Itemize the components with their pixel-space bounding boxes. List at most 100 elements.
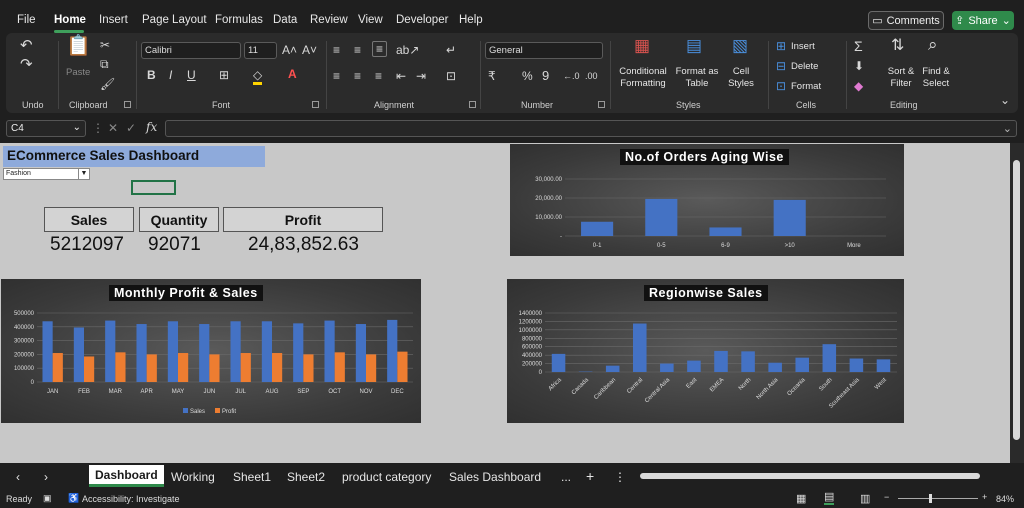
format-as-table-icon[interactable]: ▤ (686, 36, 703, 55)
autosum-icon[interactable]: Σ (854, 38, 863, 54)
sheet-tab-working[interactable]: Working (171, 470, 215, 484)
add-sheet-icon[interactable]: + (586, 468, 595, 484)
sheet-tab-sheet2[interactable]: Sheet2 (287, 470, 326, 484)
find-select-label[interactable]: Find & (922, 66, 950, 77)
insert-function-icon[interactable]: fx (146, 120, 158, 134)
font-size-select[interactable]: 11 (244, 42, 277, 59)
formula-input[interactable]: ⌄ (165, 120, 1017, 137)
format-as-table-label-2[interactable]: Table (685, 78, 709, 89)
zoom-in-icon[interactable]: + (982, 492, 988, 502)
tab-page-layout[interactable]: Page Layout (142, 14, 207, 26)
merge-center-icon[interactable]: ⊡ (446, 69, 457, 83)
paste-icon[interactable]: 📋 (66, 35, 91, 57)
increase-decimal-icon[interactable]: ←.0 (563, 71, 580, 81)
increase-indent-icon[interactable]: ⇥ (416, 69, 427, 83)
underline-icon[interactable]: U (187, 68, 196, 82)
format-painter-icon[interactable]: 🖌 (100, 77, 116, 91)
tab-developer[interactable]: Developer (396, 14, 449, 26)
category-filter-dropdown[interactable]: Fashion ▼ (3, 168, 90, 180)
italic-icon[interactable]: I (169, 68, 173, 82)
enter-icon[interactable]: ✓ (126, 121, 137, 135)
cancel-icon[interactable]: ✕ (108, 121, 119, 135)
tab-file[interactable]: File (17, 14, 36, 26)
tab-formulas[interactable]: Formulas (215, 14, 263, 26)
cell-styles-label[interactable]: Cell (732, 66, 750, 77)
horizontal-scroll-thumb[interactable] (640, 473, 980, 479)
find-select-icon[interactable]: ⌕ (928, 35, 938, 54)
page-break-view-icon[interactable]: ▥ (860, 493, 871, 505)
align-right-icon[interactable]: ≡ (375, 69, 383, 83)
sheet-tab-sheet1[interactable]: Sheet1 (233, 470, 272, 484)
tab-data[interactable]: Data (273, 14, 298, 26)
increase-font-icon[interactable]: A˄ (282, 43, 298, 57)
orders-aging-chart[interactable]: No.of Orders Aging Wise 30,000.00 20,000.… (510, 144, 904, 256)
align-bottom-icon[interactable]: ≡ (372, 41, 388, 57)
fill-color-icon[interactable]: ◇ (253, 68, 263, 85)
tab-review[interactable]: Review (310, 14, 348, 26)
more-sheets-icon[interactable]: ... (561, 470, 572, 484)
cut-icon[interactable]: ✂ (100, 38, 111, 52)
borders-icon[interactable]: ⊞ (219, 68, 230, 82)
number-launcher-icon[interactable] (598, 101, 605, 108)
clipboard-launcher-icon[interactable] (124, 101, 131, 108)
sort-filter-label[interactable]: Sort & (887, 66, 915, 77)
format-cells-icon[interactable]: ⊡ (776, 79, 787, 93)
sort-filter-icon[interactable]: ⇅ (891, 37, 905, 54)
find-select-label-2[interactable]: Select (922, 78, 950, 89)
comments-button[interactable]: ▭ Comments (868, 11, 944, 30)
tab-options-icon[interactable]: ⋮ (614, 470, 626, 484)
tab-help[interactable]: Help (459, 14, 483, 26)
insert-cells-label[interactable]: Insert (791, 41, 815, 52)
delete-cells-label[interactable]: Delete (791, 61, 819, 72)
selected-cell[interactable] (131, 180, 176, 195)
name-box[interactable]: C4 ⌄ (6, 120, 86, 137)
align-left-icon[interactable]: ≡ (333, 69, 341, 83)
tab-view[interactable]: View (358, 14, 383, 26)
conditional-formatting-label-2[interactable]: Formatting (620, 78, 666, 89)
vertical-scroll-thumb[interactable] (1013, 160, 1020, 440)
align-center-icon[interactable]: ≡ (354, 69, 362, 83)
bold-icon[interactable]: B (147, 68, 156, 82)
font-launcher-icon[interactable] (312, 101, 319, 108)
conditional-formatting-label[interactable]: Conditional (619, 66, 667, 77)
wrap-text-icon[interactable]: ↵ (446, 43, 457, 57)
decrease-font-icon[interactable]: A˅ (302, 43, 318, 57)
percent-icon[interactable]: % (522, 69, 533, 83)
redo-icon[interactable]: ↷ (20, 56, 33, 73)
collapse-ribbon-icon[interactable]: ⌄ (1000, 93, 1011, 107)
delete-cells-icon[interactable]: ⊟ (776, 59, 787, 73)
tab-insert[interactable]: Insert (99, 14, 128, 26)
monthly-profit-sales-chart[interactable]: Monthly Profit & Sales 500000 400000 30000… (1, 279, 421, 423)
undo-icon[interactable]: ↶ (20, 37, 33, 54)
scroll-left-icon[interactable]: ‹ (16, 470, 20, 484)
scroll-right-icon[interactable]: › (44, 470, 48, 484)
accessibility-status[interactable]: Accessibility: Investigate (82, 494, 180, 504)
font-name-select[interactable]: Calibri (141, 42, 241, 59)
zoom-slider-thumb[interactable] (929, 494, 932, 503)
decrease-decimal-icon[interactable]: .00 (585, 71, 598, 81)
sheet-tab-dashboard[interactable]: Dashboard (89, 465, 164, 487)
share-button[interactable]: ⇪ Share ⌄ (952, 11, 1014, 30)
tab-home[interactable]: Home (54, 14, 86, 26)
align-top-icon[interactable]: ≡ (333, 43, 341, 57)
page-layout-view-icon[interactable]: ▤ (824, 491, 835, 505)
accounting-format-icon[interactable]: ₹ (488, 69, 496, 83)
orientation-icon[interactable]: ab↗ (396, 43, 420, 57)
font-color-icon[interactable]: A (288, 67, 297, 81)
format-cells-label[interactable]: Format (791, 81, 822, 92)
number-format-select[interactable]: General (485, 42, 603, 59)
decrease-indent-icon[interactable]: ⇤ (396, 69, 407, 83)
sheet-tab-product-category[interactable]: product category (342, 470, 432, 484)
cell-styles-icon[interactable]: ▧ (732, 36, 749, 55)
insert-cells-icon[interactable]: ⊞ (776, 39, 787, 53)
clear-icon[interactable]: ◆ (854, 79, 864, 93)
comma-style-icon[interactable]: 9 (542, 68, 550, 83)
sort-filter-label-2[interactable]: Filter (890, 78, 912, 89)
fill-icon[interactable]: ⬇ (854, 59, 865, 73)
accessibility-icon[interactable]: ♿ (68, 493, 80, 503)
format-as-table-label[interactable]: Format as (675, 66, 719, 77)
sheet-tab-sales-dashboard[interactable]: Sales Dashboard (449, 470, 542, 484)
normal-view-icon[interactable]: ▦ (796, 493, 807, 505)
cell-styles-label-2[interactable]: Styles (728, 78, 754, 89)
macro-icon[interactable]: ▣ (43, 493, 52, 503)
